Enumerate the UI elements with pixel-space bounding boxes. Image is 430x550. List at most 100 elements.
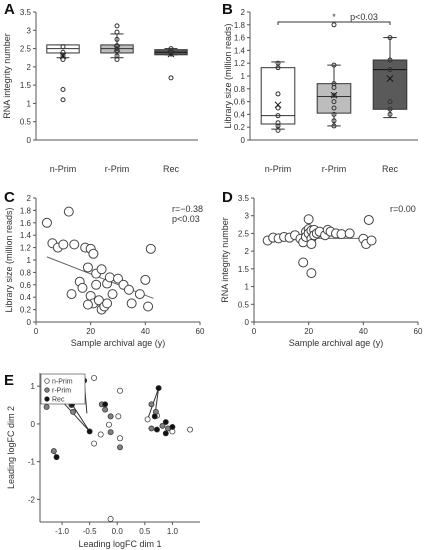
data-point (275, 91, 281, 97)
data-point (344, 228, 355, 239)
data-point (306, 239, 317, 250)
y-tick-label: 0 (27, 318, 32, 327)
y-tick-label: 1.8 (234, 21, 246, 30)
data-point (69, 239, 80, 250)
data-point (60, 97, 66, 103)
data-point (363, 214, 374, 225)
y-tick-label: 0 (245, 318, 250, 327)
y-tick-label: 3.5 (238, 194, 250, 203)
data-point (366, 235, 377, 246)
data-point (331, 92, 337, 98)
category-label: n-Prim (50, 164, 77, 174)
x-tick-label: 60 (414, 327, 423, 336)
data-point (102, 298, 113, 309)
significance-star: * (332, 12, 336, 22)
y-tick-label: 0.5 (20, 118, 32, 127)
y-tick-label: 1.8 (20, 206, 32, 215)
y-tick-label: 0.4 (234, 110, 246, 119)
panel-label-E: E (4, 372, 14, 389)
data-point-Rec (169, 423, 176, 430)
data-point (104, 272, 115, 283)
y-tick-label: 1 (245, 283, 250, 292)
data-point (41, 217, 52, 228)
stat-annotation: r=0.00 (390, 204, 416, 214)
box-n-Prim (46, 44, 80, 103)
y-tick-label: 0.6 (234, 98, 246, 107)
data-point-n-Prim (117, 435, 123, 442)
category-label: n-Prim (265, 164, 292, 174)
x-tick-label: 0 (34, 327, 39, 336)
y-tick-label: -2 (28, 495, 36, 504)
data-point (114, 43, 120, 49)
data-point (168, 48, 174, 54)
y-axis-title: Library size (million reads) (4, 207, 14, 312)
data-point (331, 111, 337, 117)
y-tick-label: 1 (27, 256, 32, 265)
stat-annotation: p<0.03 (172, 214, 200, 224)
y-tick-label: 1.5 (238, 265, 250, 274)
legend-swatch (44, 378, 50, 384)
data-point (275, 127, 281, 133)
significance-pvalue: p<0.03 (350, 12, 378, 22)
y-tick-label: 1 (31, 382, 36, 391)
legend-label: r-Prim (52, 388, 71, 395)
data-point (387, 99, 393, 105)
data-point (58, 239, 69, 250)
y-tick-label: 1.2 (234, 59, 246, 68)
y-tick-label: 0.2 (20, 306, 32, 315)
y-tick-label: 3.5 (20, 8, 32, 17)
data-point (331, 85, 337, 91)
data-point-n-Prim (144, 416, 151, 423)
data-point (387, 35, 393, 41)
data-point (60, 57, 66, 63)
data-point (275, 120, 281, 126)
data-point (331, 105, 337, 111)
data-point-r-Prim (70, 408, 77, 415)
y-tick-label: 1.6 (234, 34, 246, 43)
y-tick-label: 0 (27, 136, 32, 145)
data-point (143, 301, 154, 312)
data-point-Rec (86, 428, 93, 435)
data-point (303, 214, 314, 225)
data-point (66, 289, 77, 300)
data-point (168, 75, 174, 81)
box-body (372, 59, 408, 110)
data-point (82, 262, 93, 273)
data-point-n-Prim (187, 426, 194, 433)
data-point-n-Prim (115, 413, 122, 420)
category-label: r-Prim (322, 164, 347, 174)
y-tick-label: 1 (27, 99, 32, 108)
y-tick-label: 0 (31, 420, 36, 429)
data-point (114, 57, 120, 63)
panel-label-B: B (222, 1, 233, 18)
data-point-r-Prim (148, 425, 155, 432)
data-point (60, 44, 66, 50)
y-tick-label: 2 (245, 247, 250, 256)
data-point (113, 273, 123, 284)
panel-label-C: C (4, 189, 15, 206)
data-point (331, 123, 337, 129)
data-point (96, 264, 107, 275)
box-Rec (154, 46, 188, 81)
mean-marker (59, 52, 67, 60)
data-point-Rec (162, 419, 169, 425)
data-point-r-Prim (159, 422, 166, 429)
box-r-Prim (316, 22, 352, 129)
y-tick-label: 2 (27, 63, 32, 72)
x-axis-title: Leading logFC dim 1 (78, 539, 161, 549)
data-point (88, 248, 99, 259)
box-body (316, 83, 352, 114)
y-tick-label: 0 (241, 136, 246, 145)
y-tick-label: 2.5 (20, 45, 32, 54)
stat-annotation: r=−0.38 (172, 204, 203, 214)
data-point (114, 29, 120, 35)
data-point (82, 299, 93, 310)
data-point (63, 206, 74, 217)
x-axis-title: Sample archival age (y) (71, 338, 166, 348)
y-tick-label: 0.5 (238, 300, 250, 309)
data-point (275, 65, 281, 71)
significance-bracket (277, 21, 391, 25)
y-tick-label: 2 (241, 8, 246, 17)
data-point (331, 118, 337, 124)
data-point (168, 51, 174, 57)
